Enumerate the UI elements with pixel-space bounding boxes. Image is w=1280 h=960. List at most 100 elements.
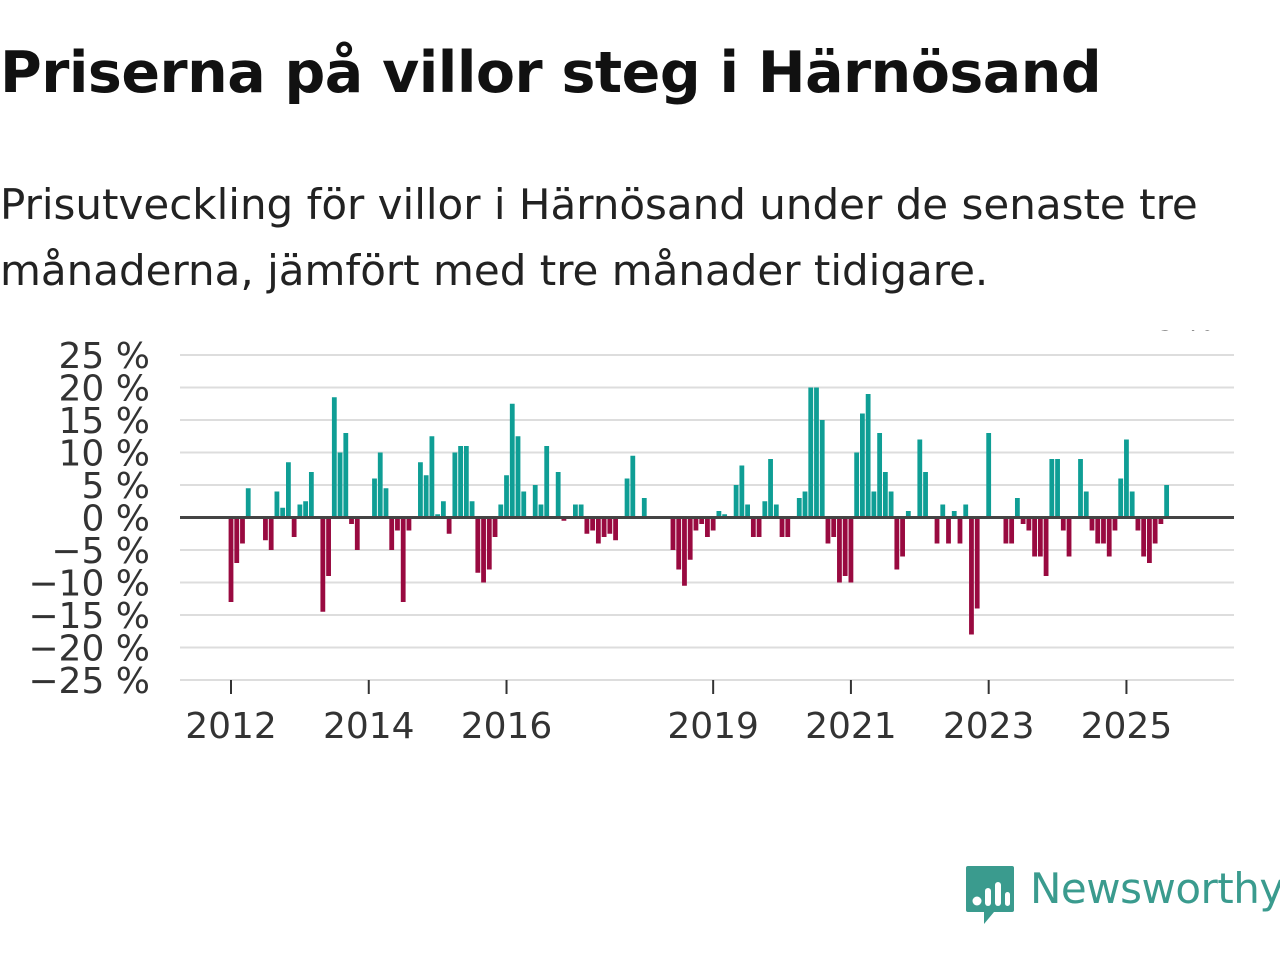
bar [601,517,607,537]
bar [745,504,750,518]
bar [383,488,389,518]
bar [860,413,865,518]
bar [986,433,992,518]
bar [492,517,498,537]
bar [291,517,297,537]
bar [1060,517,1066,531]
bar [349,517,354,524]
bar [762,501,768,518]
bar [1043,517,1049,576]
bar [1083,491,1089,518]
brand: Newsworthy [964,864,1280,928]
bar [538,504,544,518]
bar [1147,517,1152,563]
annotations: 5 % [1157,330,1214,338]
bar [607,517,613,534]
x-tick-label: 2025 [1081,706,1173,747]
bar [1095,517,1101,544]
bar [773,504,779,518]
bar [1078,459,1083,518]
bar [297,504,303,518]
bar [963,504,969,518]
bar [452,452,458,518]
bar [1152,517,1158,544]
bar [1106,517,1112,557]
bar [1101,517,1106,544]
bar [595,517,601,544]
bar [544,446,550,518]
bar [946,517,951,544]
bar [406,517,412,531]
bar [739,465,745,518]
bar [498,504,504,518]
bar [326,517,331,576]
bar [1129,491,1135,518]
bar [1158,517,1164,524]
bar [699,517,705,524]
bar [561,517,567,521]
bar [905,511,911,518]
bar [354,517,360,550]
bars [228,387,1170,635]
y-tick-label: −25 % [28,661,150,702]
bar [1055,459,1060,518]
bar [268,517,274,550]
bar [1032,517,1037,557]
bar [280,507,286,518]
bar [286,462,291,518]
bar [934,517,940,544]
bar [877,433,883,518]
bar [750,517,756,537]
bar [842,517,848,576]
bar [446,517,452,534]
bar [228,517,234,602]
bar [584,517,590,534]
bar [957,517,963,544]
bar [951,511,957,518]
bar [710,517,716,531]
bar [808,387,814,518]
bar [796,498,802,518]
bar [785,517,791,537]
bar [1141,517,1147,557]
bar [974,517,980,609]
bar [240,517,245,544]
bar-chart: 25 %20 %15 %10 %5 %0 %−5 %−10 %−15 %−20 … [28,330,1234,747]
bar [854,452,860,518]
x-tick-label: 2019 [667,706,759,747]
bar [831,517,837,537]
bar [1112,517,1118,531]
bar [940,504,946,518]
bar [532,485,538,518]
bar [372,478,377,518]
bar [245,488,251,518]
bar [670,517,676,550]
x-tick-label: 2023 [943,706,1035,747]
subtitle: Prisutveckling för villor i Härnösand un… [0,180,1198,295]
bar [837,517,842,583]
bar [463,446,469,518]
bar [429,436,435,518]
bar [274,491,280,518]
bar [722,514,728,518]
bar [1003,517,1009,544]
bar [716,511,722,518]
bar [882,472,888,518]
bar [263,517,268,541]
bar [825,517,831,544]
bar [676,517,682,570]
bar [917,439,923,518]
bar [1135,517,1141,531]
x-tick-label: 2014 [323,706,415,747]
bar [1066,517,1072,557]
bar [624,478,630,518]
bar [573,504,578,518]
bar [343,433,349,518]
bar [1164,485,1170,518]
bar [521,491,527,518]
bar [555,472,561,518]
bar [923,472,928,518]
bar [337,452,343,518]
bar [303,501,309,518]
bar [320,517,326,612]
